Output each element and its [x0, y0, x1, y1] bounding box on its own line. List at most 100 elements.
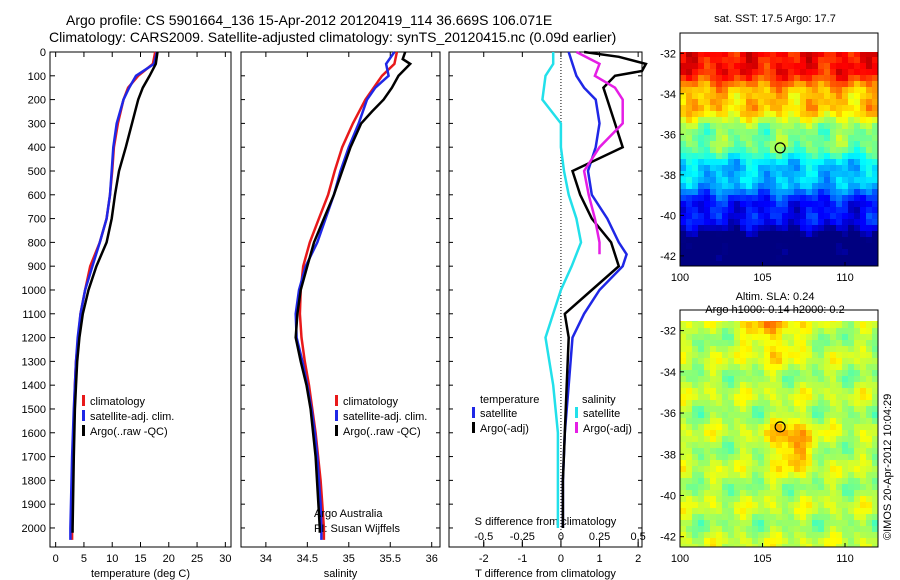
map-cell: [830, 406, 837, 413]
map-cell: [704, 310, 711, 317]
map-cell: [872, 346, 878, 353]
map-y-tick-label: -36: [660, 408, 676, 420]
map-cell: [842, 129, 849, 136]
map-cell: [740, 135, 747, 142]
map-cell: [728, 412, 735, 419]
map-cell: [818, 177, 825, 184]
map-cell: [692, 129, 699, 136]
map-cell: [734, 472, 741, 479]
map-cell: [740, 418, 747, 425]
map-cell: [680, 39, 687, 46]
map-cell: [860, 400, 867, 407]
map-cell: [746, 526, 753, 533]
map-cell: [806, 376, 813, 383]
map-cell: [692, 213, 699, 220]
map-cell: [872, 538, 878, 545]
map-cell: [740, 496, 747, 503]
map-cell: [806, 418, 813, 425]
map-cell: [824, 448, 831, 455]
map-cell: [872, 484, 878, 491]
map-cell: [728, 418, 735, 425]
map-cell: [740, 460, 747, 467]
map-cell: [806, 63, 813, 70]
map-cell: [800, 394, 807, 401]
legend-entry: Argo(-adj): [583, 423, 632, 435]
map-cell: [830, 63, 837, 70]
map-cell: [698, 177, 705, 184]
map-cell: [836, 39, 843, 46]
map-cell: [848, 213, 855, 220]
map-cell: [680, 418, 687, 425]
map-cell: [716, 448, 723, 455]
map-cell: [818, 183, 825, 190]
map-cell: [806, 466, 813, 473]
map-cell: [698, 93, 705, 100]
map-cell: [788, 370, 795, 377]
map-cell: [752, 352, 759, 359]
map-cell: [860, 406, 867, 413]
map-cell: [746, 57, 753, 64]
map-cell: [818, 153, 825, 160]
map-cell: [716, 153, 723, 160]
map-cell: [680, 213, 687, 220]
map-cell: [848, 514, 855, 521]
map-cell: [692, 225, 699, 232]
map-cell: [782, 213, 789, 220]
map-cell: [860, 225, 867, 232]
map-cell: [758, 171, 765, 178]
map-cell: [758, 406, 765, 413]
map-cell: [818, 538, 825, 545]
map-cell: [866, 255, 873, 262]
map-cell: [788, 466, 795, 473]
map-cell: [722, 249, 729, 256]
map-cell: [710, 454, 717, 461]
map-cell: [854, 135, 861, 142]
map-cell: [866, 177, 873, 184]
map-cell: [842, 514, 849, 521]
map-cell: [764, 466, 771, 473]
map-cell: [824, 189, 831, 196]
map-cell: [812, 388, 819, 395]
map-cell: [806, 153, 813, 160]
map-cell: [770, 346, 777, 353]
map-cell: [788, 243, 795, 250]
map-cell: [794, 249, 801, 256]
map-cell: [746, 153, 753, 160]
map-cell: [818, 346, 825, 353]
map-cell: [746, 466, 753, 473]
map-cell: [836, 177, 843, 184]
map-cell: [806, 388, 813, 395]
map-cell: [740, 117, 747, 124]
map-cell: [728, 52, 735, 58]
map-cell: [824, 195, 831, 202]
map-cell: [824, 412, 831, 419]
map-cell: [824, 352, 831, 359]
map-cell: [692, 237, 699, 244]
map-cell: [782, 394, 789, 401]
map-cell: [866, 189, 873, 196]
map-cell: [704, 490, 711, 497]
map-cell: [872, 207, 878, 214]
legend-entry: Argo(..raw -QC): [343, 426, 421, 438]
map-cell: [704, 111, 711, 118]
map-cell: [854, 87, 861, 94]
map-cell: [854, 478, 861, 485]
map-cell: [704, 261, 711, 266]
map-cell: [800, 538, 807, 545]
map-cell: [800, 484, 807, 491]
map-cell: [692, 93, 699, 100]
map-cell: [716, 352, 723, 359]
map-cell: [776, 123, 783, 130]
map-cell: [722, 123, 729, 130]
map-cell: [704, 63, 711, 70]
map-cell: [842, 460, 849, 467]
map-cell: [758, 147, 765, 154]
map-cell: [794, 153, 801, 160]
map-cell: [710, 237, 717, 244]
map-cell: [722, 105, 729, 112]
map-cell: [842, 159, 849, 166]
map-cell: [758, 418, 765, 425]
map-cell: [824, 340, 831, 347]
map-cell: [692, 358, 699, 365]
map-cell: [848, 249, 855, 256]
